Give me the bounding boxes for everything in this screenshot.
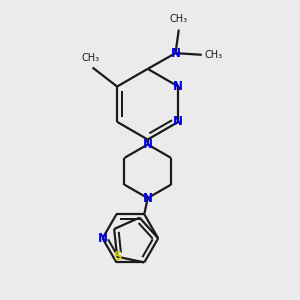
Text: CH₃: CH₃: [82, 52, 100, 63]
Text: N: N: [170, 47, 181, 60]
Text: CH₃: CH₃: [205, 50, 223, 60]
Text: N: N: [143, 192, 153, 205]
Text: CH₃: CH₃: [170, 14, 188, 24]
Text: S: S: [113, 250, 121, 263]
Text: N: N: [143, 138, 153, 151]
Text: N: N: [98, 232, 108, 245]
Text: N: N: [173, 116, 183, 128]
Text: N: N: [173, 80, 183, 93]
